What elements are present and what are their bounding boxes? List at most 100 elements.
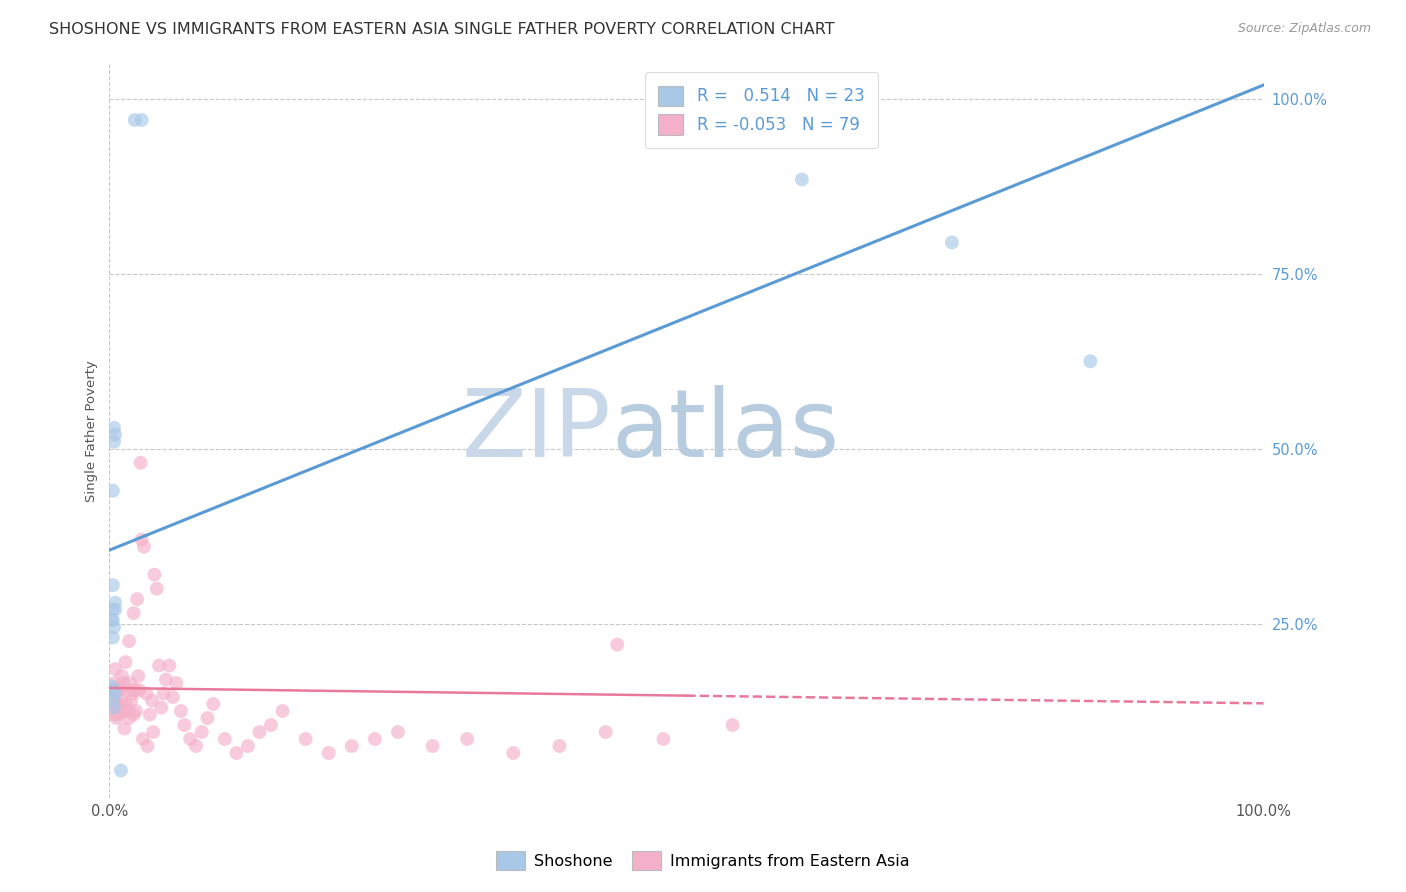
Point [107,697,129,711]
Point [104,427,127,442]
Point [125,704,148,718]
Point [150,700,173,714]
Point [318,746,340,760]
Point [595,725,617,739]
Point [101,683,124,698]
Point [721,718,744,732]
Point [104,707,127,722]
Point [142,725,165,739]
Point [271,704,294,718]
Point [162,690,184,704]
Point [120,693,142,707]
Point [101,483,124,498]
Point [104,596,127,610]
Point [190,725,212,739]
Point [100,613,122,627]
Point [173,718,195,732]
Point [202,697,225,711]
Point [121,687,143,701]
Point [101,578,124,592]
Point [103,693,125,707]
Point [1080,354,1102,368]
Point [170,704,193,718]
Point [101,602,124,616]
Point [118,711,141,725]
Point [128,683,150,698]
Point [108,683,131,698]
Point [129,456,152,470]
Point [100,683,122,698]
Point [120,676,142,690]
Text: SHOSHONE VS IMMIGRANTS FROM EASTERN ASIA SINGLE FATHER POVERTY CORRELATION CHART: SHOSHONE VS IMMIGRANTS FROM EASTERN ASIA… [49,22,835,37]
Point [105,711,128,725]
Point [114,655,136,669]
Point [103,676,125,690]
Y-axis label: Single Father Poverty: Single Father Poverty [86,360,98,502]
Point [340,739,363,753]
Point [131,533,153,547]
Point [941,235,963,250]
Point [103,434,125,449]
Point [141,693,163,707]
Point [122,707,145,722]
Point [101,683,124,698]
Point [143,567,166,582]
Point [139,707,162,722]
Point [110,764,132,778]
Point [127,669,149,683]
Point [548,739,571,753]
Point [127,592,149,607]
Point [103,421,125,435]
Point [115,683,138,698]
Point [100,680,122,694]
Point [103,620,125,634]
Point [101,693,124,707]
Point [145,582,167,596]
Point [135,687,157,701]
Point [236,739,259,753]
Point [107,707,129,722]
Point [225,746,247,760]
Point [103,700,125,714]
Point [122,606,145,620]
Point [112,722,135,736]
Point [502,746,524,760]
Point [155,673,177,687]
Point [456,731,478,746]
Point [110,693,132,707]
Point [364,731,387,746]
Point [107,697,129,711]
Point [101,613,124,627]
Point [184,739,207,753]
Point [652,731,675,746]
Point [790,172,813,186]
Point [108,680,131,694]
Point [124,683,146,698]
Point [118,634,141,648]
Point [249,725,271,739]
Point [101,700,124,714]
Point [606,638,628,652]
Text: atlas: atlas [612,385,839,477]
Point [148,658,170,673]
Point [165,676,187,690]
Point [111,669,134,683]
Point [124,113,146,128]
Point [197,711,219,725]
Point [104,687,127,701]
Point [152,687,174,701]
Legend: Shoshone, Immigrants from Eastern Asia: Shoshone, Immigrants from Eastern Asia [489,845,917,877]
Point [132,540,155,554]
Point [101,631,124,645]
Point [112,676,135,690]
Text: Source: ZipAtlas.com: Source: ZipAtlas.com [1237,22,1371,36]
Point [294,731,316,746]
Legend: R =   0.514   N = 23, R = -0.053   N = 79: R = 0.514 N = 23, R = -0.053 N = 79 [645,72,877,148]
Point [387,725,409,739]
Point [422,739,444,753]
Point [104,602,127,616]
Point [136,739,159,753]
Point [117,704,139,718]
Point [159,658,181,673]
Point [104,662,127,676]
